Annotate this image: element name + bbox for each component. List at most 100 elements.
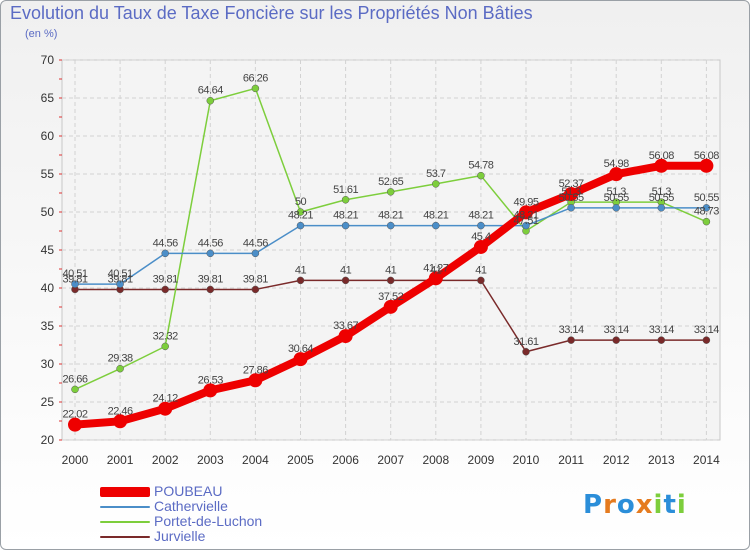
chart-title: Evolution du Taux de Taxe Foncière sur l… — [10, 3, 533, 23]
data-point-portet-de-luchon — [206, 96, 215, 105]
data-label-portet-de-luchon: 48.73 — [694, 206, 719, 218]
x-tick-label: 2012 — [603, 453, 630, 467]
y-tick-label: 50 — [41, 205, 55, 219]
data-label-jurvielle: 33.14 — [604, 324, 629, 336]
data-point-cathervielle — [71, 280, 79, 288]
data-point-jurvielle — [657, 336, 666, 344]
data-point-jurvielle — [251, 285, 260, 294]
y-tick-label: 45 — [41, 243, 55, 257]
data-label-cathervielle: 48.21 — [423, 210, 448, 222]
data-point-poubeau — [699, 158, 714, 173]
data-label-jurvielle: 33.14 — [559, 324, 584, 336]
x-tick-label: 2006 — [332, 453, 359, 467]
data-label-jurvielle: 39.81 — [243, 273, 268, 285]
x-tick-label: 2009 — [468, 453, 495, 467]
data-label-jurvielle: 31.61 — [513, 336, 538, 348]
data-label-jurvielle: 33.14 — [649, 324, 674, 336]
legend-item-poubeau: POUBEAU — [100, 484, 262, 499]
data-point-poubeau — [428, 271, 443, 286]
data-label-portet-de-luchon: 51.3 — [652, 186, 672, 198]
legend-swatch-poubeau — [100, 486, 150, 497]
chart-subtitle: (en %) — [25, 28, 58, 40]
data-point-poubeau — [473, 239, 488, 254]
data-point-cathervielle — [161, 249, 169, 258]
data-label-cathervielle: 40.51 — [62, 268, 87, 280]
y-tick-label: 30 — [41, 357, 55, 371]
data-label-jurvielle: 41 — [295, 264, 307, 276]
data-label-portet-de-luchon: 26.66 — [62, 373, 87, 385]
data-point-jurvielle — [386, 276, 395, 285]
data-point-poubeau — [519, 205, 533, 220]
data-label-poubeau: 56.08 — [694, 150, 719, 162]
data-point-jurvielle — [341, 276, 350, 285]
data-point-cathervielle — [702, 204, 711, 212]
data-point-jurvielle — [567, 336, 575, 344]
data-label-cathervielle: 48.21 — [288, 210, 313, 222]
legend-label-cathervielle: Cathervielle — [154, 498, 228, 514]
data-point-portet-de-luchon — [251, 84, 260, 93]
data-point-portet-de-luchon — [477, 171, 485, 180]
x-tick-label: 2010 — [513, 453, 540, 467]
data-point-poubeau — [338, 329, 353, 344]
data-point-poubeau — [383, 299, 398, 314]
data-label-jurvielle: 41 — [475, 264, 487, 276]
y-tick-label: 35 — [41, 319, 55, 333]
data-label-jurvielle: 39.81 — [153, 273, 178, 285]
data-label-cathervielle: 50.55 — [559, 192, 584, 204]
data-label-cathervielle: 48.21 — [333, 210, 358, 222]
data-label-poubeau: 49.95 — [513, 196, 538, 208]
legend-item-portet-de-luchon: Portet-de-Luchon — [100, 514, 262, 529]
data-point-jurvielle — [206, 285, 215, 294]
logo-letter: x — [635, 490, 654, 520]
logo-letter: r — [603, 490, 617, 520]
data-label-poubeau: 41.27 — [423, 262, 448, 274]
data-point-cathervielle — [567, 204, 575, 212]
data-point-cathervielle — [477, 221, 485, 230]
data-point-jurvielle — [477, 276, 485, 285]
data-label-poubeau: 24.12 — [153, 393, 178, 405]
data-point-cathervielle — [206, 249, 215, 258]
data-label-cathervielle: 48.21 — [468, 210, 493, 222]
data-point-poubeau — [113, 414, 128, 429]
legend-swatch-jurvielle — [100, 535, 150, 538]
chart-legend: POUBEAU Cathervielle Portet-de-Luchon Jurvi… — [100, 484, 262, 544]
data-point-poubeau — [609, 167, 624, 182]
data-point-portet-de-luchon — [386, 188, 395, 196]
data-label-poubeau: 37.52 — [378, 291, 403, 303]
x-tick-label: 2002 — [152, 453, 179, 467]
data-point-cathervielle — [657, 204, 666, 212]
legend-label-portet-de-luchon: Portet-de-Luchon — [154, 513, 263, 529]
data-point-portet-de-luchon — [296, 208, 305, 216]
y-tick-label: 60 — [41, 129, 55, 143]
logo-letter: i — [676, 490, 687, 520]
data-point-poubeau — [68, 417, 82, 432]
data-label-poubeau: 56.08 — [649, 150, 674, 162]
x-tick-label: 2011 — [558, 453, 584, 467]
data-label-cathervielle: 44.56 — [198, 237, 223, 249]
data-label-cathervielle: 40.51 — [108, 268, 133, 280]
legend-item-jurvielle: Jurvielle — [100, 529, 262, 544]
x-tick-label: 2014 — [693, 453, 720, 467]
data-label-poubeau: 27.86 — [243, 364, 268, 376]
legend-swatch-cathervielle — [100, 505, 150, 508]
logo-letter: P — [583, 490, 604, 520]
x-tick-label: 2013 — [648, 453, 675, 467]
data-point-poubeau — [564, 186, 579, 201]
data-label-portet-de-luchon: 47.51 — [513, 215, 538, 227]
data-label-poubeau: 52.37 — [559, 178, 584, 190]
data-label-poubeau: 33.67 — [333, 320, 358, 332]
data-label-portet-de-luchon: 50 — [295, 196, 307, 208]
data-label-portet-de-luchon: 29.38 — [108, 353, 133, 365]
data-point-jurvielle — [612, 336, 620, 344]
data-point-cathervielle — [522, 221, 530, 230]
logo-letter: o — [616, 490, 636, 520]
logo-letter: t — [663, 490, 677, 520]
y-tick-label: 70 — [41, 53, 55, 67]
data-label-portet-de-luchon: 66.26 — [243, 72, 268, 84]
data-label-portet-de-luchon: 64.64 — [198, 85, 223, 97]
data-label-jurvielle: 39.81 — [62, 273, 87, 285]
data-point-portet-de-luchon — [432, 180, 440, 188]
data-label-cathervielle: 48.21 — [513, 210, 538, 222]
y-tick-label: 55 — [41, 167, 55, 181]
